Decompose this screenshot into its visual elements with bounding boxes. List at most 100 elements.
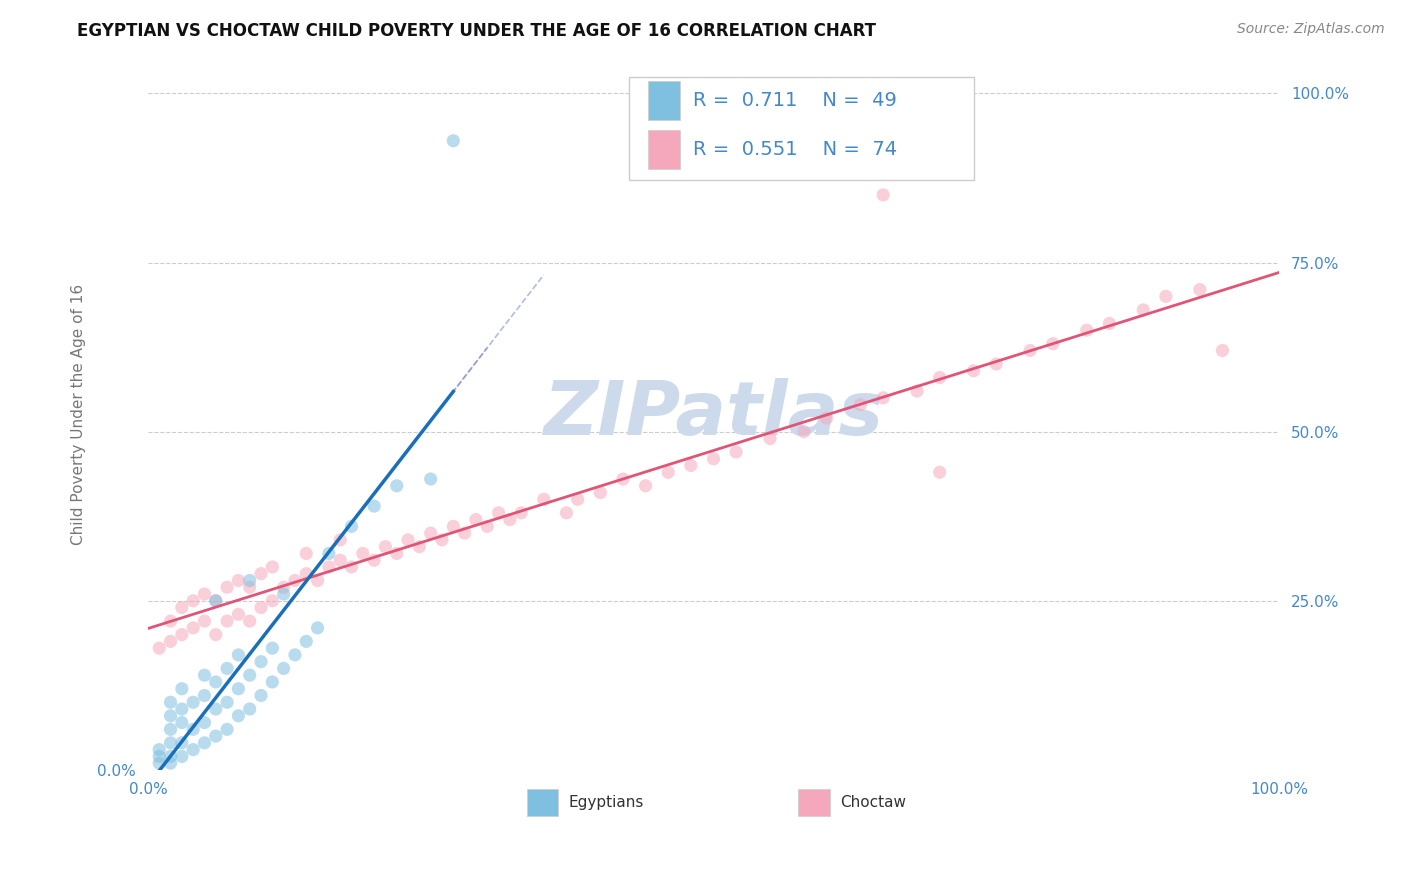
Point <box>204 627 226 641</box>
Point <box>159 634 181 648</box>
Point <box>295 634 318 648</box>
Point <box>1076 323 1098 337</box>
Point <box>928 465 950 479</box>
FancyBboxPatch shape <box>648 81 679 120</box>
Point <box>295 566 318 581</box>
Point <box>1132 302 1154 317</box>
Point <box>170 736 193 750</box>
Point <box>181 621 204 635</box>
FancyBboxPatch shape <box>799 789 830 816</box>
Point <box>1154 289 1177 303</box>
Point <box>905 384 928 398</box>
Text: Source: ZipAtlas.com: Source: ZipAtlas.com <box>1237 22 1385 37</box>
Point <box>239 702 262 716</box>
Point <box>815 411 838 425</box>
Point <box>250 689 273 703</box>
Point <box>250 600 273 615</box>
Point <box>589 485 612 500</box>
Point <box>555 506 578 520</box>
Y-axis label: Child Poverty Under the Age of 16: Child Poverty Under the Age of 16 <box>72 285 86 545</box>
Point <box>657 465 679 479</box>
Point <box>679 458 702 473</box>
Point <box>986 357 1008 371</box>
Point <box>612 472 634 486</box>
Point <box>477 519 499 533</box>
Point <box>340 519 363 533</box>
Point <box>170 702 193 716</box>
Point <box>193 668 215 682</box>
Point <box>217 723 239 737</box>
Point <box>228 681 250 696</box>
FancyBboxPatch shape <box>628 78 973 180</box>
Point <box>148 756 170 771</box>
Point <box>262 594 284 608</box>
Point <box>193 587 215 601</box>
Point <box>159 756 181 771</box>
Point <box>170 681 193 696</box>
Point <box>725 445 748 459</box>
Point <box>453 526 475 541</box>
Point <box>928 370 950 384</box>
Point <box>170 715 193 730</box>
Point <box>159 749 181 764</box>
Point <box>250 566 273 581</box>
Point <box>239 614 262 628</box>
Point <box>181 742 204 756</box>
Point <box>533 492 555 507</box>
Text: ZIPatlas: ZIPatlas <box>544 378 883 451</box>
Point <box>396 533 419 547</box>
Point <box>441 134 464 148</box>
Point <box>228 607 250 622</box>
Point <box>193 736 215 750</box>
Point <box>193 689 215 703</box>
Point <box>239 668 262 682</box>
Point <box>634 479 657 493</box>
Point <box>307 574 329 588</box>
Point <box>204 729 226 743</box>
Point <box>273 661 295 675</box>
Point <box>262 560 284 574</box>
Point <box>374 540 396 554</box>
Point <box>181 723 204 737</box>
Point <box>363 553 385 567</box>
Point <box>488 506 510 520</box>
Point <box>329 553 352 567</box>
Point <box>1098 317 1121 331</box>
Point <box>228 708 250 723</box>
Point <box>510 506 533 520</box>
Point <box>250 655 273 669</box>
Point <box>441 519 464 533</box>
Point <box>262 641 284 656</box>
Point <box>148 641 170 656</box>
Point <box>148 749 170 764</box>
Point <box>419 472 441 486</box>
Point <box>1211 343 1233 358</box>
Point <box>217 614 239 628</box>
Point <box>284 648 307 662</box>
FancyBboxPatch shape <box>527 789 558 816</box>
Point <box>318 560 340 574</box>
Point <box>170 627 193 641</box>
Point <box>419 526 441 541</box>
Point <box>204 594 226 608</box>
Point <box>262 675 284 690</box>
Point <box>872 391 894 405</box>
Point <box>204 702 226 716</box>
Point <box>1019 343 1042 358</box>
Point <box>204 594 226 608</box>
Point <box>295 546 318 560</box>
Point <box>148 742 170 756</box>
Text: R =  0.551    N =  74: R = 0.551 N = 74 <box>693 140 897 159</box>
Point <box>273 580 295 594</box>
Text: Egyptians: Egyptians <box>568 795 644 810</box>
Point <box>408 540 430 554</box>
Point <box>159 708 181 723</box>
Point <box>385 546 408 560</box>
Point <box>217 580 239 594</box>
Point <box>318 546 340 560</box>
Point <box>499 513 522 527</box>
Point <box>284 574 307 588</box>
Point <box>159 736 181 750</box>
Point <box>239 580 262 594</box>
Point <box>1188 283 1211 297</box>
